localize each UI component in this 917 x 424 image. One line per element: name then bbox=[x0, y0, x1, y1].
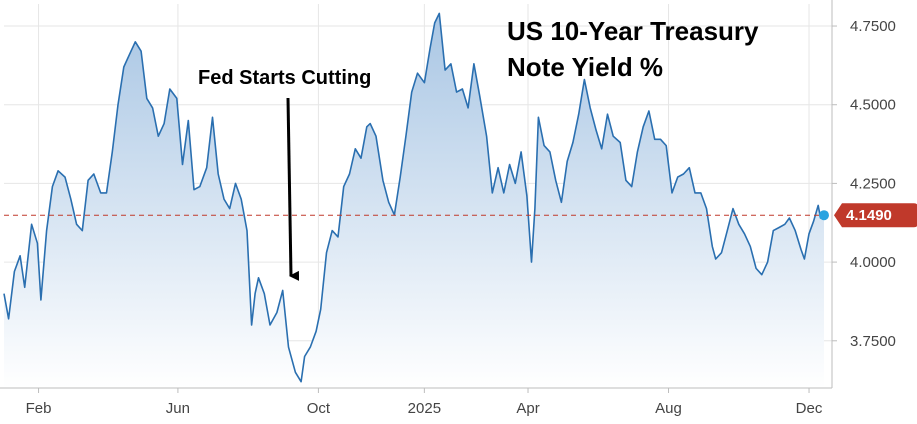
annotation-label: Fed Starts Cutting bbox=[198, 67, 371, 89]
chart-title: US 10-Year Treasury Note Yield % bbox=[507, 16, 759, 82]
y-tick-label: 4.7500 bbox=[850, 18, 896, 35]
area-layer bbox=[3, 12, 825, 389]
axes bbox=[0, 0, 833, 389]
last-value-marker bbox=[819, 210, 829, 221]
x-tick-label: Jun bbox=[166, 400, 190, 417]
x-tick-label: 2025 bbox=[408, 400, 441, 417]
last-value-badge: 4.1490 bbox=[819, 203, 917, 228]
chart-title-line-1: US 10-Year Treasury bbox=[507, 16, 759, 46]
y-axis-labels: 3.7500 4.0000 4.2500 4.5000 4.7500 bbox=[832, 18, 896, 350]
chart-title-line-2: Note Yield % bbox=[507, 52, 663, 82]
fed-annotation: Fed Starts Cutting bbox=[198, 67, 371, 281]
last-value-badge-shape bbox=[834, 203, 917, 228]
y-tick-label: 3.7500 bbox=[850, 333, 896, 350]
yield-area-fill bbox=[4, 13, 824, 389]
x-tick-label: Aug bbox=[655, 400, 682, 417]
x-tick-label: Apr bbox=[516, 400, 539, 417]
x-tick-label: Oct bbox=[307, 400, 331, 417]
annotation-arrow bbox=[286, 97, 300, 281]
x-tick-label: Feb bbox=[26, 400, 52, 417]
yield-line bbox=[3, 12, 825, 383]
y-tick-label: 4.2500 bbox=[850, 175, 896, 192]
y-tick-label: 4.0000 bbox=[850, 254, 896, 271]
x-axis-labels: Feb Jun Oct 2025 Apr Aug Dec bbox=[26, 388, 823, 417]
y-tick-label: 4.5000 bbox=[850, 97, 896, 114]
last-value-label: 4.1490 bbox=[846, 207, 892, 224]
x-tick-label: Dec bbox=[796, 400, 823, 417]
